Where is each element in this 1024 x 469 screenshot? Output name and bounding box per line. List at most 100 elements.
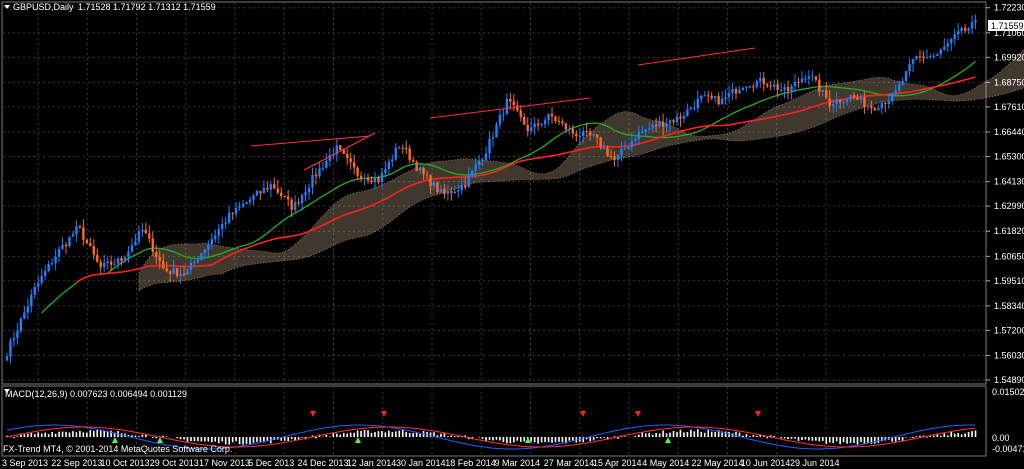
triangle-down-icon[interactable]: [4, 389, 10, 393]
candle-body: [85, 239, 89, 244]
macd-bar: [801, 437, 803, 440]
macd-indicator: [6, 411, 977, 450]
candle-body: [700, 95, 703, 99]
candle-body: [665, 123, 668, 127]
macd-bar: [481, 437, 484, 439]
macd-bar: [898, 437, 900, 441]
candle-body: [849, 95, 852, 100]
macd-bar: [363, 430, 366, 437]
candle-body: [752, 86, 755, 88]
candle-body: [648, 128, 651, 130]
arrow-up-icon: [355, 437, 361, 443]
macd-bar: [412, 432, 414, 437]
candle-body: [589, 131, 592, 136]
candle-body: [158, 256, 161, 262]
arrow-up-icon: [525, 437, 531, 443]
candle-body: [571, 128, 575, 134]
macd-bar: [905, 437, 907, 438]
candle-body: [575, 133, 578, 137]
candle-body: [227, 212, 231, 223]
candle-body: [953, 34, 956, 40]
macd-bar: [568, 437, 571, 441]
candle-body: [283, 195, 286, 197]
candle-body: [304, 192, 307, 196]
candle-body: [505, 98, 509, 115]
candle-body: [734, 88, 738, 94]
macd-bar: [742, 435, 744, 437]
candle-body: [460, 185, 463, 191]
candle-body: [519, 110, 522, 117]
candle-body: [96, 254, 99, 262]
candle-body: [748, 86, 752, 88]
macd-bar: [828, 437, 831, 443]
candle-body: [623, 148, 627, 150]
candle-body: [922, 56, 925, 59]
macd-bar: [592, 437, 595, 441]
macd-bar: [870, 437, 873, 444]
macd-bar: [134, 435, 137, 437]
candle-body: [956, 31, 960, 35]
candle-body: [495, 124, 498, 138]
candle-body: [561, 121, 564, 124]
candle-body: [630, 140, 634, 148]
candle-body: [276, 188, 279, 193]
macd-bar: [523, 437, 526, 442]
ohlc-label: 1.71528 1.71792 1.71312 1.71559: [78, 2, 216, 12]
candle-body: [71, 234, 75, 237]
candle-body: [144, 229, 148, 234]
macd-bar: [13, 437, 15, 438]
macd-bar: [332, 433, 335, 437]
candle-body: [825, 89, 828, 99]
macd-bar: [207, 437, 210, 442]
candle-body: [880, 103, 883, 109]
arrow-down-icon: [580, 411, 586, 417]
watermark: FX-Trend MT4, © 2001-2014 MetaQuotes Sof…: [3, 444, 232, 454]
macd-bar: [349, 432, 352, 437]
macd-bar: [186, 437, 189, 442]
candle-body: [821, 89, 824, 92]
candle-body: [585, 130, 588, 132]
macd-bar: [436, 435, 439, 437]
triangle-down-icon[interactable]: [4, 5, 10, 9]
candles: [5, 14, 977, 364]
macd-bar: [762, 436, 765, 437]
x-tick-label: 22 Sep 2013: [51, 458, 102, 468]
candle-body: [259, 190, 262, 194]
macd-bar: [953, 433, 956, 437]
macd-bar: [606, 437, 609, 440]
macd-bar: [443, 433, 446, 437]
macd-bar: [613, 436, 616, 437]
candle-body: [797, 82, 800, 84]
candle-body: [193, 261, 196, 263]
candle-body: [186, 269, 189, 275]
price-grid: [3, 3, 985, 383]
macd-bar: [374, 432, 376, 437]
macd-bar: [360, 430, 362, 437]
macd-bar: [190, 437, 192, 442]
x-tick-label: 17 Nov 2013: [199, 458, 250, 468]
macd-bar: [58, 431, 60, 437]
macd-bar: [415, 432, 418, 437]
macd-bar: [676, 432, 678, 437]
candle-body: [457, 190, 460, 192]
macd-bar: [51, 431, 53, 437]
macd-bar: [294, 437, 296, 441]
macd-bar: [37, 432, 40, 437]
macd-bar: [943, 433, 946, 437]
macd-bar: [971, 431, 973, 437]
macd-bar: [617, 437, 619, 439]
candle-body: [776, 84, 779, 90]
candle-body: [811, 76, 814, 78]
macd-bar: [47, 434, 50, 437]
candle-body: [946, 43, 949, 47]
candle-body: [974, 20, 977, 23]
candle-body: [300, 195, 304, 204]
candle-body: [155, 252, 158, 257]
candle-body: [78, 226, 82, 228]
candle-body: [453, 191, 457, 194]
macd-bar: [301, 437, 303, 438]
macd-bar: [700, 431, 703, 437]
macd-bar: [756, 435, 758, 437]
macd-bar: [530, 437, 532, 442]
